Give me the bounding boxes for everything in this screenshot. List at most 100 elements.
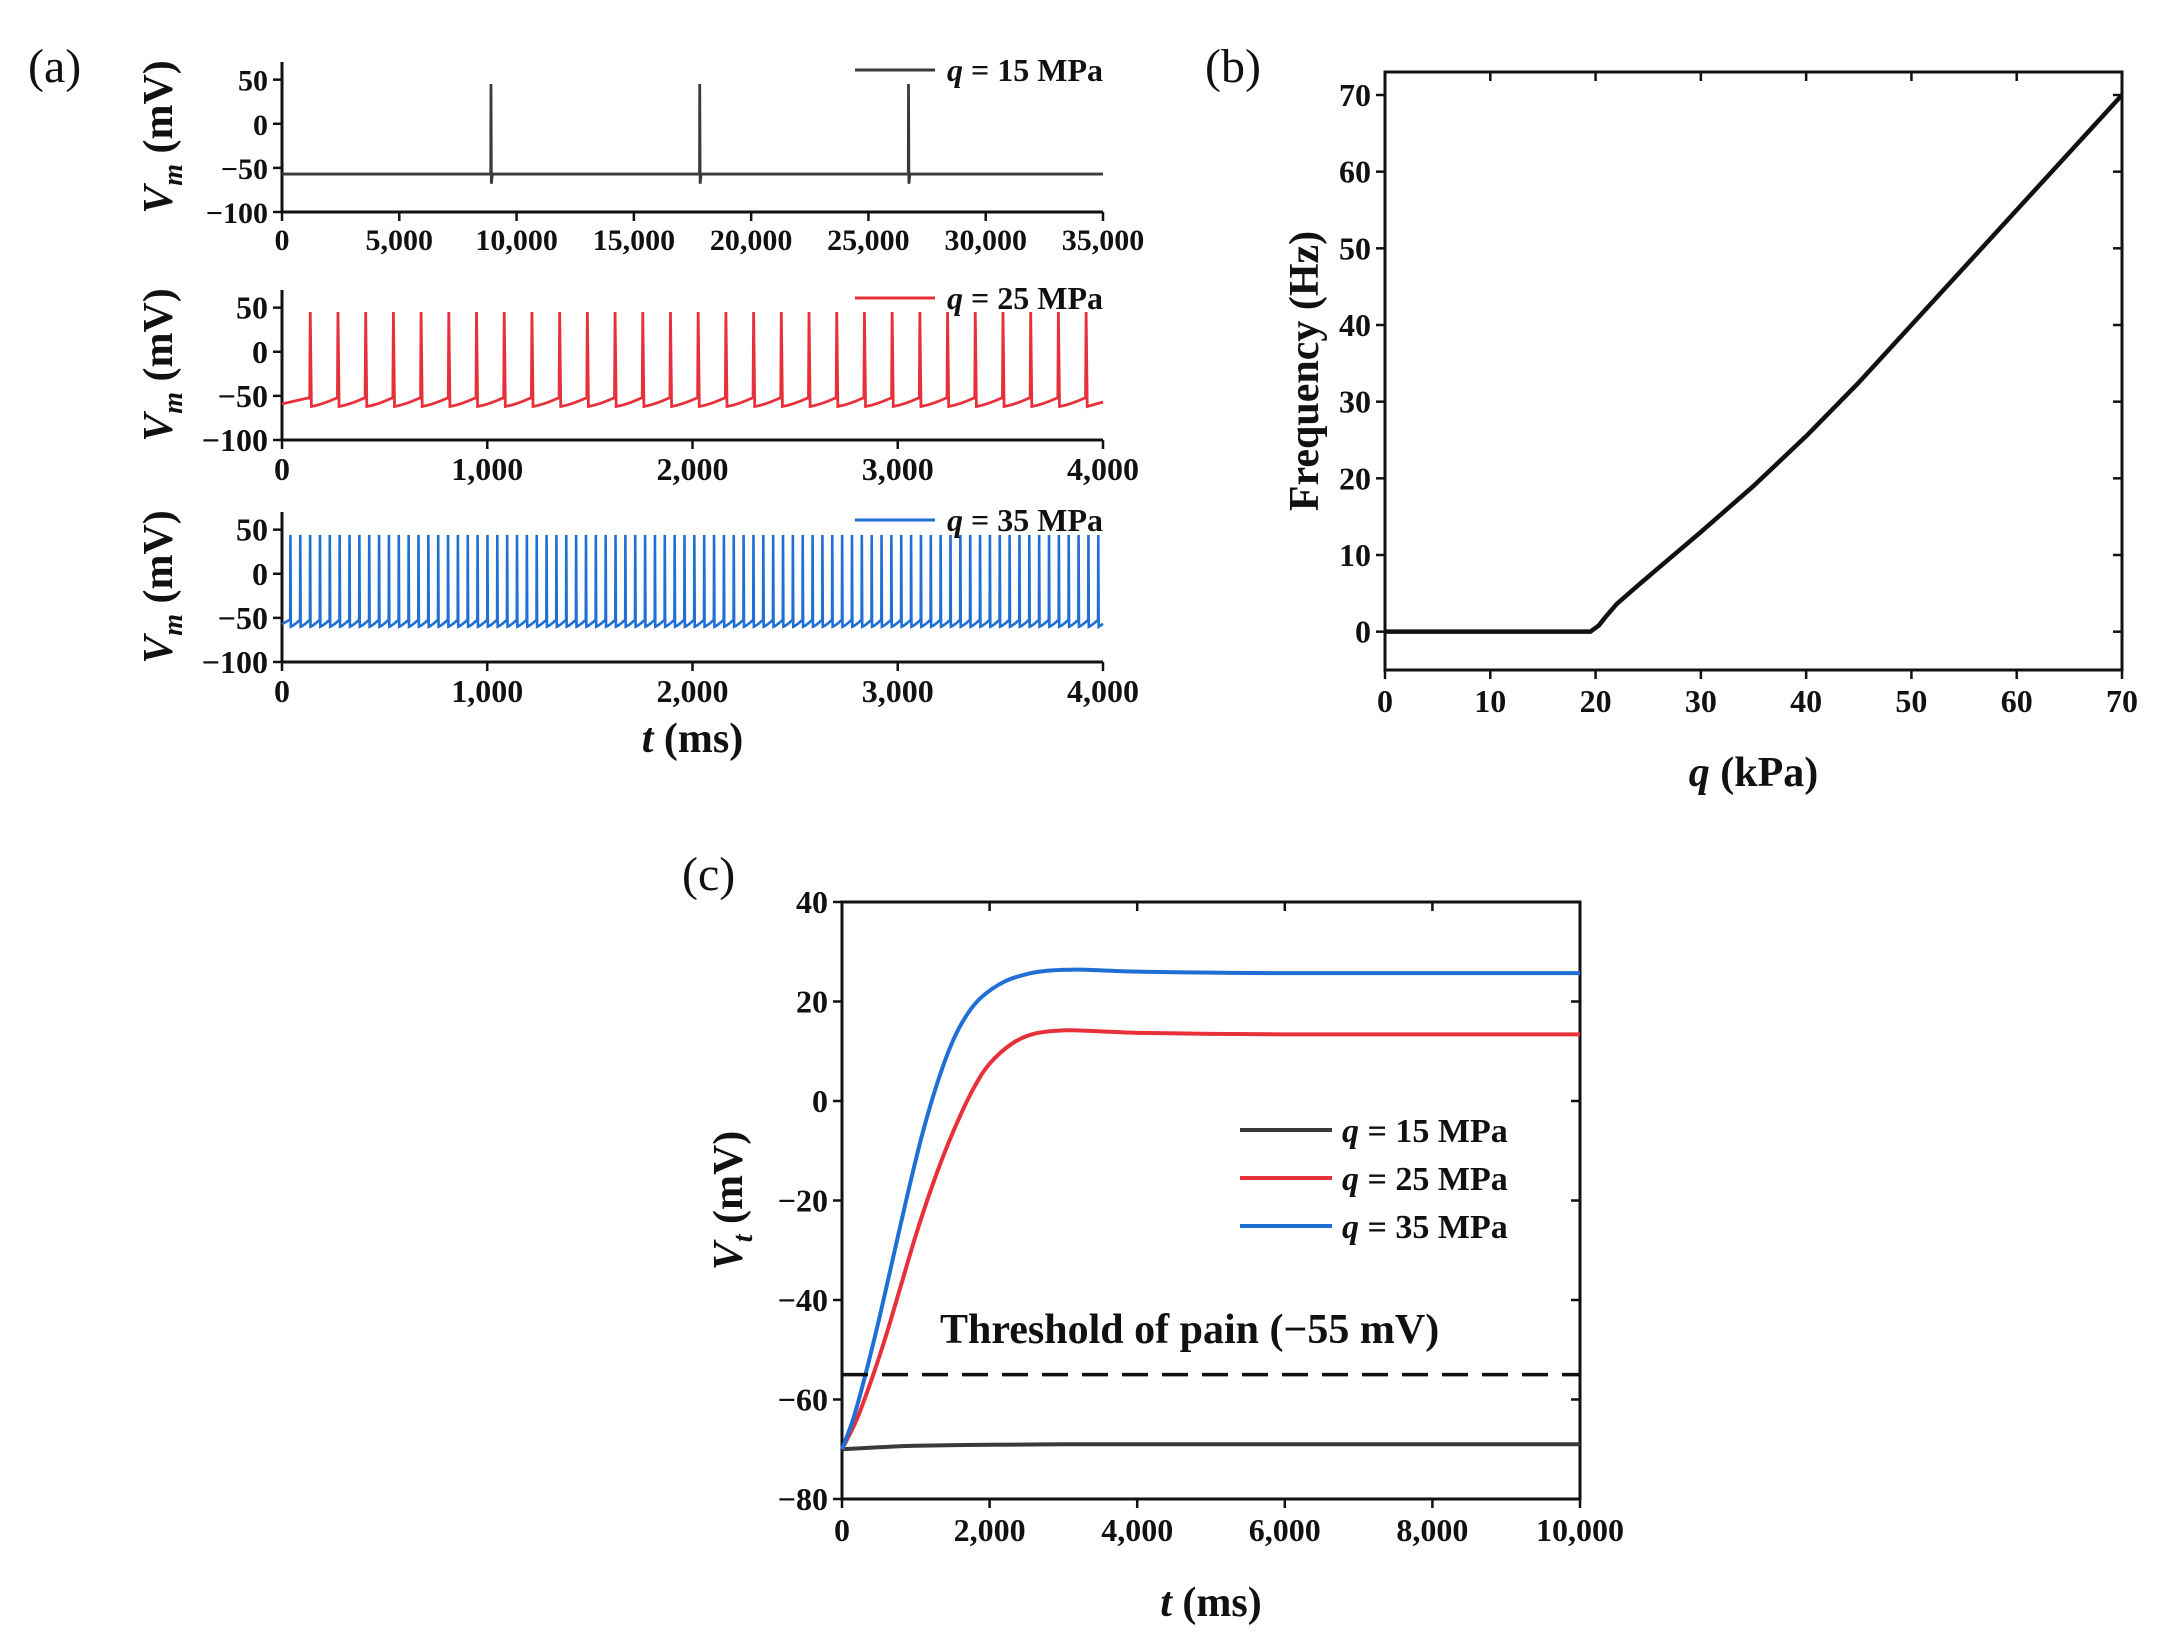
vm-trace [281, 534, 1104, 630]
y-tick-label: 50 [236, 290, 268, 326]
y-tick-label: −100 [206, 197, 268, 230]
x-axis-title-var: t [642, 716, 655, 762]
legend-label: q = 35 MPa [947, 502, 1103, 538]
legend-rest: = 15 MPa [963, 52, 1103, 88]
x-tick-label: 35,000 [1062, 224, 1145, 257]
y-tick-label: 0 [252, 334, 268, 370]
x-axis-title-unit: (kPa) [1710, 750, 1819, 796]
y-axis-title-var: V [136, 183, 182, 214]
plot-frame [840, 900, 1582, 1501]
legend-rest: = 35 MPa [1359, 1209, 1508, 1246]
x-tick-label: 0 [834, 1512, 850, 1548]
threshold-label: Threshold of pain (−55 mV) [940, 1307, 1439, 1353]
y-tick-label: 30 [1339, 384, 1371, 420]
x-tick-label: 0 [1377, 683, 1393, 719]
y-tick-label: 60 [1339, 154, 1371, 190]
y-axis-title: Vm (mV) [136, 60, 189, 214]
chart-c-vt: 0 2,000 4,000 6,000 8,000 10,000 40 20 0 −20 −40 −6… [706, 884, 1624, 1626]
y-tick-label: 70 [1339, 77, 1371, 113]
x-tick-label: 3,000 [862, 673, 934, 709]
x-tick-label: 30 [1685, 683, 1717, 719]
x-axis-title-var: t [1160, 1580, 1173, 1626]
x-tick-label: 0 [274, 673, 290, 709]
vm-trace [282, 84, 1103, 184]
y-axis-title-var: V [136, 633, 182, 664]
legend-var: q [1342, 1113, 1359, 1150]
y-tick-label: 0 [253, 109, 268, 142]
y-axis-title: Vt (mV) [706, 1131, 759, 1271]
x-tick-label: 0 [274, 451, 290, 487]
legend-label-2: q = 35 MPa [1342, 1209, 1508, 1246]
y-tick-label: 50 [236, 512, 268, 548]
chart-a-q25: 0 1,000 2,000 3,000 4,000 50 0 −50 −100 Vm (mV) q … [136, 280, 1139, 487]
x-tick-label: 70 [2106, 683, 2138, 719]
x-tick-label: 20 [1580, 683, 1612, 719]
y-tick-label: −60 [778, 1382, 828, 1418]
y-tick-label: −50 [221, 153, 268, 186]
x-tick-label: 30,000 [944, 224, 1027, 257]
chart-b-frequency: 0 10 20 30 40 50 60 70 0 10 20 30 40 50 60 70 Frequency … [1282, 70, 2138, 796]
legend-var: q [1342, 1161, 1359, 1198]
vm-trace [281, 312, 1104, 409]
legend-rest: = 25 MPa [1359, 1161, 1508, 1198]
x-tick-label: 2,000 [657, 673, 729, 709]
x-axis-title: t (ms) [1160, 1580, 1261, 1626]
x-tick-label: 10,000 [1536, 1512, 1624, 1548]
x-tick-label: 40 [1790, 683, 1822, 719]
y-axis-title-sub: m [158, 392, 189, 414]
x-tick-label: 5,000 [366, 224, 434, 257]
legend-label: q = 25 MPa [947, 280, 1103, 316]
x-axis-title-unit: (ms) [653, 716, 743, 762]
y-tick-label: 0 [252, 556, 268, 592]
legend-label: q = 15 MPa [947, 52, 1103, 88]
vt-curve-0 [841, 1442, 1580, 1452]
x-tick-label: 4,000 [1101, 1512, 1173, 1548]
x-axis-title-unit: (ms) [1172, 1580, 1262, 1626]
x-tick-label: 20,000 [710, 224, 793, 257]
x-tick-label: 60 [2001, 683, 2033, 719]
x-axis-title: t (ms) [642, 716, 743, 762]
y-tick-label: 20 [1339, 460, 1371, 496]
y-axis-title-unit: (mV) [136, 288, 182, 392]
y-axis-title-unit: (mV) [136, 60, 182, 164]
y-axis-title-sub: m [158, 164, 189, 186]
y-tick-label: 0 [812, 1083, 828, 1119]
y-tick-label: 50 [238, 65, 268, 98]
panel-label-b: (b) [1205, 40, 1261, 93]
legend-rest: = 35 MPa [963, 502, 1103, 538]
vt-curve-2 [840, 967, 1580, 1450]
x-axis-title-var: q [1689, 750, 1710, 796]
y-tick-label: 20 [796, 984, 828, 1020]
y-axis-title-var: V [706, 1239, 752, 1270]
legend-var: q [947, 52, 963, 88]
x-tick-label: 1,000 [451, 451, 523, 487]
x-tick-label: 3,000 [862, 451, 934, 487]
y-tick-label: −40 [778, 1282, 828, 1318]
x-tick-label: 0 [275, 224, 290, 257]
y-tick-label: −20 [778, 1183, 828, 1219]
legend-var: q [947, 280, 963, 316]
y-tick-label: −50 [218, 600, 268, 636]
x-tick-label: 4,000 [1067, 673, 1139, 709]
x-tick-label: 1,000 [451, 673, 523, 709]
y-tick-label: 0 [1355, 614, 1371, 650]
x-tick-label: 15,000 [593, 224, 676, 257]
legend-rest: = 15 MPa [1359, 1113, 1508, 1150]
y-axis-title-sub: t [728, 1233, 759, 1242]
y-axis-title-var: V [136, 411, 182, 442]
x-tick-label: 25,000 [827, 224, 910, 257]
plot-frame [1383, 70, 2124, 672]
x-tick-label: 2,000 [657, 451, 729, 487]
panel-label-a: (a) [28, 40, 81, 93]
x-tick-label: 50 [1895, 683, 1927, 719]
y-axis-title-unit: (mV) [706, 1131, 752, 1235]
y-tick-label: −80 [778, 1481, 828, 1517]
x-tick-label: 2,000 [954, 1512, 1026, 1548]
chart-a-q15: 0 5,000 10,000 15,000 20,000 25,000 30,000 35,0… [136, 52, 1144, 257]
y-axis-title: Vm (mV) [136, 510, 189, 664]
legend-label-1: q = 25 MPa [1342, 1161, 1508, 1198]
y-axis-title-sub: m [158, 614, 189, 636]
panel-label-c: (c) [682, 848, 735, 901]
chart-a-q35: 0 1,000 2,000 3,000 4,000 50 0 −50 −100 Vm (mV) q … [136, 502, 1139, 762]
